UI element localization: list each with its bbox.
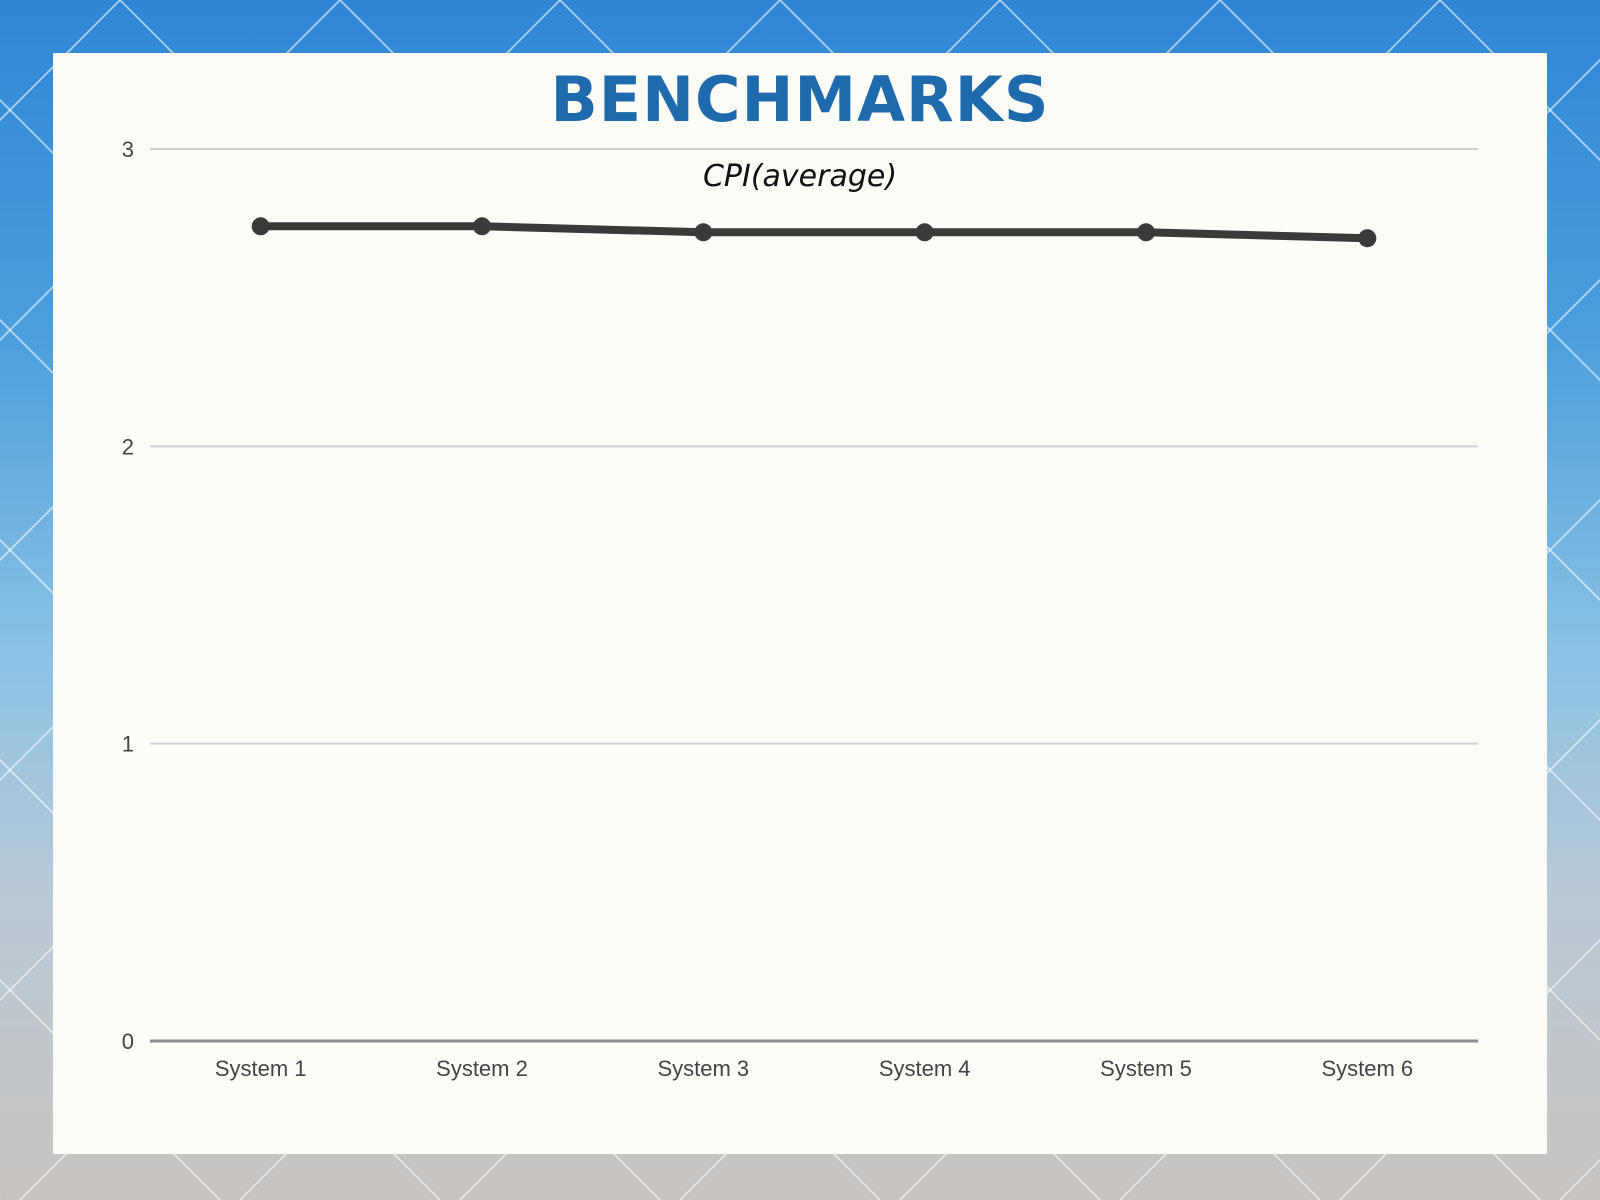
y-tick-label: 3 <box>122 137 134 162</box>
gridlines <box>150 148 1478 745</box>
lattice-line <box>0 978 221 1200</box>
x-axis-ticks: System 1 System 2 System 3 System 4 System 5… <box>215 1056 1413 1081</box>
slide-title: BENCHMARKS <box>550 63 1050 136</box>
x-tick-label: System 1 <box>215 1056 307 1081</box>
data-point <box>1137 223 1155 242</box>
data-point <box>915 223 934 242</box>
x-tick-label: System 3 <box>657 1056 749 1081</box>
x-tick-label: System 6 <box>1321 1056 1413 1081</box>
x-tick-label: System 2 <box>436 1056 528 1081</box>
x-tick-label: System 5 <box>1100 1056 1192 1081</box>
data-point <box>473 217 491 236</box>
data-point <box>694 223 713 242</box>
x-tick-label: System 4 <box>879 1056 971 1081</box>
series-cpi-average <box>251 217 1377 248</box>
y-axis-ticks: 0 1 2 3 <box>122 137 134 1054</box>
y-tick-label: 0 <box>122 1029 134 1054</box>
data-point <box>1358 229 1377 248</box>
y-tick-label: 1 <box>122 732 134 757</box>
chart-title: CPI(average) <box>703 159 897 194</box>
series-line <box>256 222 1372 243</box>
data-point <box>251 217 270 236</box>
y-tick-label: 2 <box>122 434 134 459</box>
